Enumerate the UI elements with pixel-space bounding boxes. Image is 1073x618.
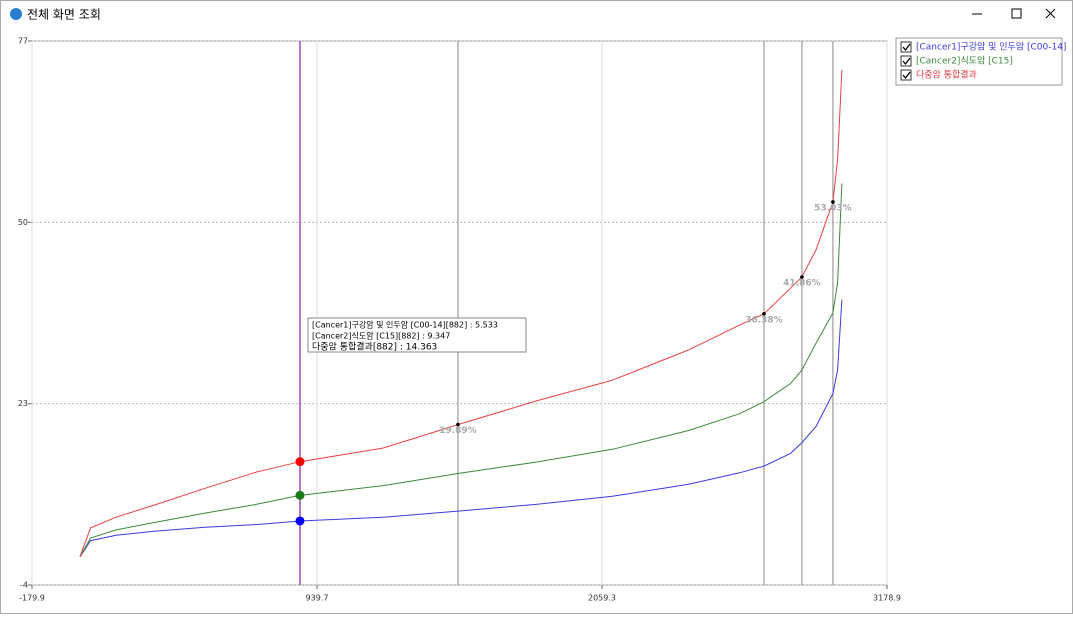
x-tick-label: 2059.3 [588, 594, 616, 603]
marker-dot [456, 422, 460, 427]
series-line [79, 69, 843, 557]
window-title: 전체 화면 조회 [27, 8, 101, 22]
marker-label: 53.03% [814, 203, 852, 213]
legend-checkbox[interactable] [900, 41, 912, 53]
tooltip-line: [Cancer1]구강암 및 인두암 [C00-14][882] : 5.533 [312, 320, 498, 330]
cursor-point [295, 516, 305, 526]
legend [895, 37, 1063, 86]
x-tick-label: -179.9 [19, 594, 45, 603]
y-tick-label: 23 [18, 399, 28, 408]
legend-check [902, 71, 911, 80]
x-tick-label: 3178.9 [873, 594, 901, 603]
marker-dot [831, 200, 835, 204]
tooltip-line: [Cancer2]식도암 [C15][882] : 9.347 [312, 331, 450, 341]
marker-label: 19.89% [439, 426, 477, 436]
maximize-button[interactable] [1011, 8, 1022, 19]
x-tick-label: 939.7 [306, 594, 329, 603]
cursor-point [295, 490, 305, 500]
marker-dot [800, 275, 804, 279]
legend-checkbox[interactable] [900, 55, 912, 67]
marker-label: 36.38% [745, 315, 783, 325]
tooltip-line: 다중암 통합결과[882] : 14.363 [312, 341, 437, 353]
legend-label: 다중암 통합결과 [916, 69, 977, 81]
y-tick-label: -4 [20, 581, 28, 590]
legend-check [902, 43, 911, 52]
legend-label: [Cancer1]구강암 및 인두암 [C00-14] [916, 41, 1066, 53]
series-line [79, 183, 843, 558]
cursor-point [295, 457, 305, 467]
tooltip [307, 317, 527, 353]
y-tick-label: 77 [18, 37, 28, 46]
marker-label: 41.86% [783, 279, 821, 289]
app-icon [10, 8, 22, 20]
legend-checkbox[interactable] [900, 69, 912, 81]
y-tick-label: 50 [18, 218, 28, 227]
legend-check [902, 57, 911, 66]
marker-dot [762, 312, 766, 316]
close-button[interactable] [1045, 8, 1056, 19]
legend-label: [Cancer2]식도암 [C15] [916, 55, 1013, 67]
series-line [79, 299, 843, 558]
